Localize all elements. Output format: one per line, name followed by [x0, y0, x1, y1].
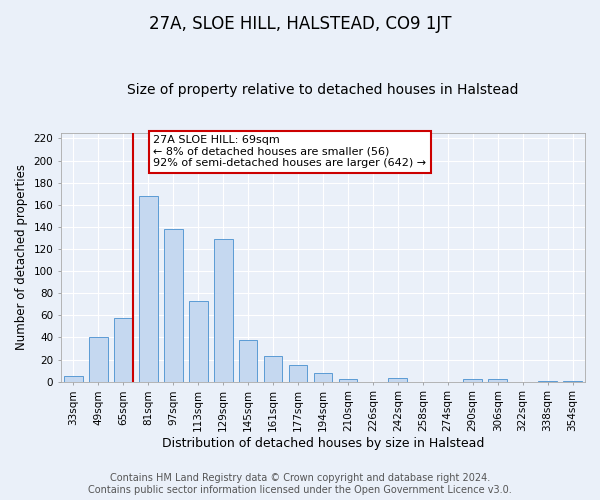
- Bar: [89, 338, 108, 382]
- Bar: [189, 301, 208, 382]
- Bar: [338, 380, 357, 382]
- Bar: [314, 373, 332, 382]
- Text: 27A, SLOE HILL, HALSTEAD, CO9 1JT: 27A, SLOE HILL, HALSTEAD, CO9 1JT: [149, 15, 451, 33]
- Bar: [114, 318, 133, 382]
- Bar: [264, 356, 283, 382]
- Bar: [164, 229, 182, 382]
- Bar: [488, 380, 507, 382]
- Title: Size of property relative to detached houses in Halstead: Size of property relative to detached ho…: [127, 83, 519, 97]
- Bar: [563, 380, 582, 382]
- Bar: [239, 340, 257, 382]
- Bar: [64, 376, 83, 382]
- Bar: [388, 378, 407, 382]
- Y-axis label: Number of detached properties: Number of detached properties: [15, 164, 28, 350]
- Text: 27A SLOE HILL: 69sqm
← 8% of detached houses are smaller (56)
92% of semi-detach: 27A SLOE HILL: 69sqm ← 8% of detached ho…: [153, 135, 427, 168]
- Bar: [289, 365, 307, 382]
- X-axis label: Distribution of detached houses by size in Halstead: Distribution of detached houses by size …: [162, 437, 484, 450]
- Bar: [139, 196, 158, 382]
- Bar: [214, 239, 233, 382]
- Bar: [463, 380, 482, 382]
- Bar: [538, 380, 557, 382]
- Text: Contains HM Land Registry data © Crown copyright and database right 2024.
Contai: Contains HM Land Registry data © Crown c…: [88, 474, 512, 495]
